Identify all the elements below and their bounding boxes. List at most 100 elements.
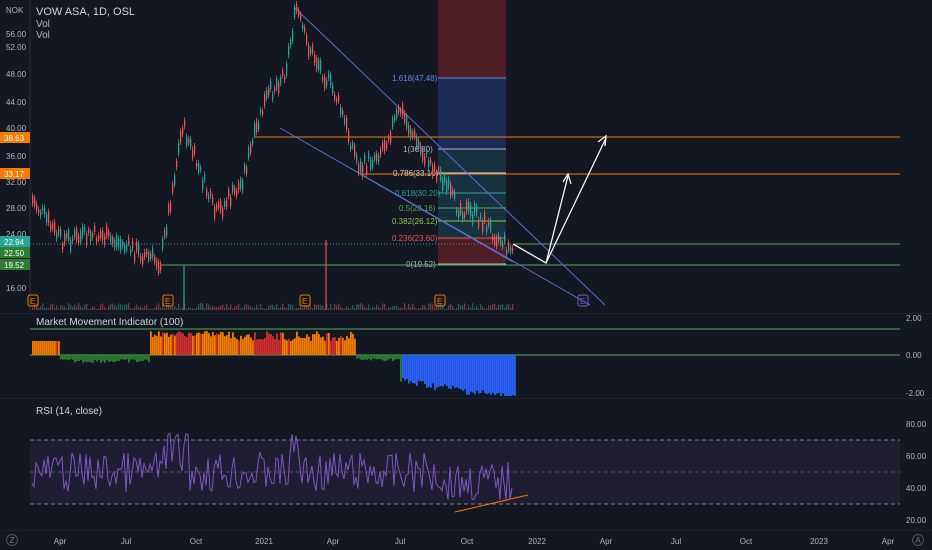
mmi-title[interactable]: Market Movement Indicator (100) [36, 317, 184, 328]
price-candle [346, 117, 348, 130]
price-candle [408, 124, 410, 134]
mmi-bar [40, 341, 42, 355]
rsi-pane[interactable]: 80.00 60.00 40.00 20.00 RSI (14, close) [0, 398, 932, 528]
volume-bar [98, 308, 100, 310]
zoom-reset-button[interactable]: Z [6, 534, 18, 546]
price-candle [90, 231, 92, 243]
mmi-bar [104, 355, 106, 363]
volume-bar [216, 307, 218, 310]
volume-bar [432, 304, 434, 310]
mmi-bar [194, 335, 196, 355]
time-axis[interactable]: Apr Jul Oct 2021 Apr Jul Oct 2022 Apr Jul Oct 2023 A… [0, 530, 932, 550]
price-candle [170, 202, 172, 212]
mmi-bar [362, 355, 364, 360]
volume-bar [180, 308, 182, 310]
mmi-bar [142, 355, 144, 362]
mmi-bar [286, 340, 288, 355]
volume-bar [132, 308, 134, 310]
mmi-bar [432, 355, 434, 384]
earnings-marker [299, 294, 311, 307]
mmi-bar [440, 355, 442, 386]
mmi-bar [150, 331, 152, 355]
price-chart[interactable]: 56.00 52.00 48.00 44.00 40.00 36.00 32.00 28.00… [0, 0, 932, 312]
volume-bar [324, 308, 326, 310]
price-candle [310, 49, 312, 54]
mmi-bar [310, 340, 312, 355]
price-candle [40, 211, 42, 217]
volume-bar [298, 308, 300, 310]
price-candle [246, 167, 248, 174]
volume-bar [64, 306, 66, 310]
mmi-bar [338, 337, 340, 355]
volume-bar [496, 307, 498, 310]
mmi-bar [100, 355, 102, 363]
price-candle [510, 247, 512, 253]
price-tag-bg [0, 168, 30, 179]
volume-label-1: Vol [36, 19, 50, 30]
price-candle [42, 207, 44, 211]
mmi-bar [84, 355, 86, 362]
mmi-bar [246, 334, 248, 355]
volume-bar [500, 305, 502, 310]
price-candle [492, 236, 494, 241]
volume-bar [204, 308, 206, 310]
price-candle [472, 213, 474, 224]
price-candle [276, 78, 278, 89]
mmi-bar [402, 355, 404, 378]
mmi-tick-label: 2.00 [906, 314, 922, 323]
volume-bar [338, 303, 340, 310]
mmi-bar [98, 355, 100, 360]
mmi-bar [450, 355, 452, 390]
volume-bar [38, 307, 40, 310]
mmi-bar [62, 355, 64, 360]
volume-bar [274, 307, 276, 310]
volume-bar [76, 306, 78, 310]
volume-bar [362, 304, 364, 310]
price-candle [368, 153, 370, 160]
mmi-bar [354, 338, 356, 355]
rsi-chart[interactable]: 80.00 60.00 40.00 20.00 [0, 398, 932, 528]
price-candle [200, 167, 202, 171]
volume-bar [314, 304, 316, 310]
rsi-title[interactable]: RSI (14, close) [36, 406, 103, 417]
rsi-tick-label: 20.00 [906, 516, 927, 525]
price-tag-label: 33.17 [4, 170, 25, 179]
mmi-pane[interactable]: 2.00 0.00 -2.00 Market Movement Indicator … [0, 313, 932, 396]
price-candle [44, 207, 46, 215]
volume-bar [356, 304, 358, 310]
price-candle [186, 136, 188, 146]
mmi-bar [368, 355, 370, 359]
price-candle [424, 156, 426, 165]
price-candle [278, 82, 280, 94]
price-candle [212, 197, 214, 203]
mmi-bar [280, 332, 282, 355]
mmi-bar [42, 341, 44, 355]
mmi-bar [190, 333, 192, 355]
volume-bar [484, 308, 486, 310]
price-candle [210, 190, 212, 197]
price-tick-label: 24.00 [6, 230, 27, 239]
mmi-bar [326, 333, 328, 355]
price-tick-label: 52.00 [6, 43, 27, 52]
mmi-bar [484, 355, 486, 394]
volume-bar [130, 307, 132, 310]
auto-scale-button[interactable]: A [912, 534, 924, 546]
volume-bar [264, 308, 266, 310]
mmi-bar [244, 336, 246, 355]
price-candle [376, 153, 378, 162]
time-tick-label: 2022 [528, 537, 546, 546]
mmi-bar [256, 339, 258, 355]
price-candle [400, 109, 402, 115]
time-tick-label: 2023 [810, 537, 828, 546]
mmi-bar [292, 339, 294, 355]
price-candle [382, 142, 384, 150]
price-candle [258, 122, 260, 130]
volume-bar [494, 303, 496, 310]
mmi-bar [82, 355, 84, 363]
mmi-bar [160, 336, 162, 355]
mmi-bar [304, 338, 306, 355]
mmi-chart[interactable]: 2.00 0.00 -2.00 [0, 313, 932, 396]
price-candle [260, 109, 262, 113]
price-candle [350, 145, 352, 150]
price-pane[interactable]: 56.00 52.00 48.00 44.00 40.00 36.00 32.00 28.00… [0, 0, 932, 312]
